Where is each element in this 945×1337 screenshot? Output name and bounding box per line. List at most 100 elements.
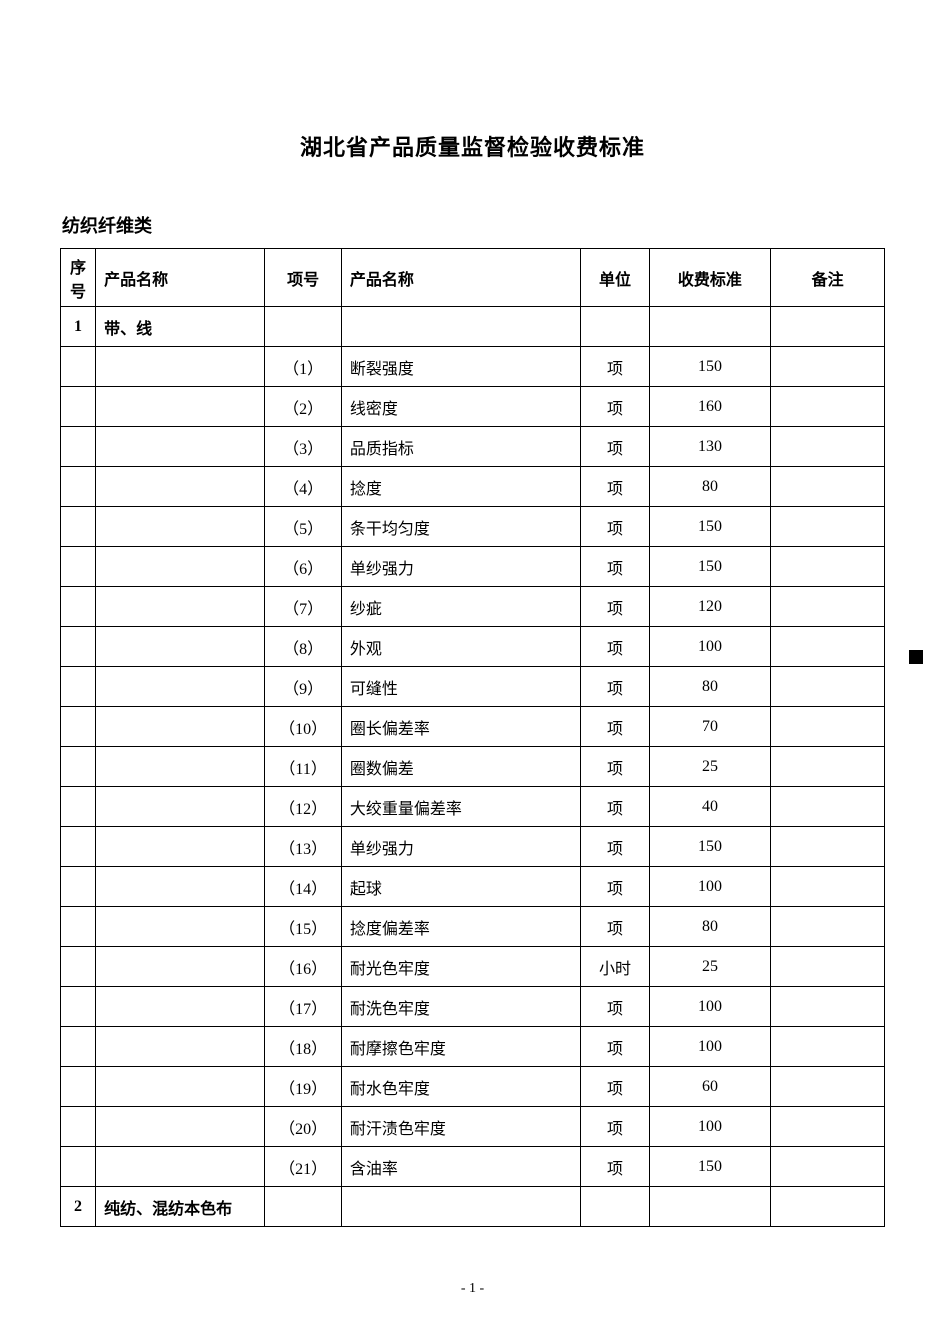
cell-name	[96, 987, 265, 1027]
cell-item: （5）	[265, 507, 341, 547]
cell-fee: 100	[649, 987, 771, 1027]
table-row: （18）耐摩擦色牢度项100	[61, 1027, 885, 1067]
cell-unit: 项	[581, 1027, 649, 1067]
cell-desc: 单纱强力	[341, 547, 581, 587]
cell-item: （16）	[265, 947, 341, 987]
cell-unit: 项	[581, 1067, 649, 1107]
table-row: （11）圈数偏差项25	[61, 747, 885, 787]
cell-desc: 可缝性	[341, 667, 581, 707]
cell-item: （9）	[265, 667, 341, 707]
table-row: 2纯纺、混纺本色布	[61, 1187, 885, 1227]
cell-fee	[649, 307, 771, 347]
cell-name	[96, 347, 265, 387]
cell-desc: 耐水色牢度	[341, 1067, 581, 1107]
cell-fee: 120	[649, 587, 771, 627]
header-item: 项号	[265, 249, 341, 307]
cell-unit: 项	[581, 667, 649, 707]
cell-fee: 25	[649, 747, 771, 787]
table-row: （21）含油率项150	[61, 1147, 885, 1187]
cell-name	[96, 1027, 265, 1067]
cell-seq	[61, 947, 96, 987]
cell-unit: 项	[581, 427, 649, 467]
cell-note	[771, 667, 885, 707]
table-body: 1带、线（1）断裂强度项150（2）线密度项160（3）品质指标项130（4）捻…	[61, 307, 885, 1227]
cell-fee: 80	[649, 907, 771, 947]
cell-desc: 线密度	[341, 387, 581, 427]
cell-item: （1）	[265, 347, 341, 387]
cell-item: （15）	[265, 907, 341, 947]
cell-note	[771, 547, 885, 587]
cell-item: （7）	[265, 587, 341, 627]
table-row: （8）外观项100	[61, 627, 885, 667]
cell-desc: 起球	[341, 867, 581, 907]
cell-fee: 150	[649, 507, 771, 547]
side-black-marker	[909, 650, 923, 664]
table-row: （19）耐水色牢度项60	[61, 1067, 885, 1107]
cell-fee: 25	[649, 947, 771, 987]
cell-note	[771, 387, 885, 427]
table-row: （13）单纱强力项150	[61, 827, 885, 867]
cell-item: （18）	[265, 1027, 341, 1067]
cell-note	[771, 1147, 885, 1187]
cell-seq	[61, 627, 96, 667]
cell-fee: 150	[649, 547, 771, 587]
cell-desc: 耐摩擦色牢度	[341, 1027, 581, 1067]
table-row: 1带、线	[61, 307, 885, 347]
cell-name	[96, 1107, 265, 1147]
cell-unit: 项	[581, 987, 649, 1027]
cell-name	[96, 707, 265, 747]
cell-name	[96, 1147, 265, 1187]
cell-note	[771, 787, 885, 827]
table-row: （2）线密度项160	[61, 387, 885, 427]
cell-seq	[61, 1067, 96, 1107]
cell-name	[96, 827, 265, 867]
cell-name: 纯纺、混纺本色布	[96, 1187, 265, 1227]
cell-unit: 项	[581, 627, 649, 667]
cell-seq	[61, 667, 96, 707]
cell-desc: 含油率	[341, 1147, 581, 1187]
cell-seq	[61, 387, 96, 427]
table-row: （7）纱疵项120	[61, 587, 885, 627]
cell-desc: 圈数偏差	[341, 747, 581, 787]
table-row: （10）圈长偏差率项70	[61, 707, 885, 747]
cell-desc: 捻度偏差率	[341, 907, 581, 947]
cell-desc: 单纱强力	[341, 827, 581, 867]
table-row: （16）耐光色牢度小时25	[61, 947, 885, 987]
cell-seq	[61, 747, 96, 787]
table-row: （1）断裂强度项150	[61, 347, 885, 387]
table-row: （20）耐汗渍色牢度项100	[61, 1107, 885, 1147]
table-row: （12）大绞重量偏差率项40	[61, 787, 885, 827]
cell-desc: 纱疵	[341, 587, 581, 627]
cell-seq	[61, 787, 96, 827]
header-unit: 单位	[581, 249, 649, 307]
cell-seq	[61, 587, 96, 627]
cell-desc	[341, 307, 581, 347]
cell-seq	[61, 427, 96, 467]
cell-unit: 项	[581, 1147, 649, 1187]
cell-item: （21）	[265, 1147, 341, 1187]
table-row: （14）起球项100	[61, 867, 885, 907]
cell-item: （10）	[265, 707, 341, 747]
cell-unit: 项	[581, 907, 649, 947]
cell-note	[771, 947, 885, 987]
cell-unit: 项	[581, 347, 649, 387]
table-row: （6）单纱强力项150	[61, 547, 885, 587]
cell-name	[96, 387, 265, 427]
cell-note	[771, 987, 885, 1027]
cell-unit	[581, 1187, 649, 1227]
cell-seq	[61, 1147, 96, 1187]
cell-note	[771, 467, 885, 507]
cell-fee: 100	[649, 1027, 771, 1067]
cell-item	[265, 1187, 341, 1227]
document-title: 湖北省产品质量监督检验收费标准	[60, 130, 885, 162]
cell-note	[771, 707, 885, 747]
header-fee: 收费标准	[649, 249, 771, 307]
table-row: （15）捻度偏差率项80	[61, 907, 885, 947]
cell-desc: 耐洗色牢度	[341, 987, 581, 1027]
cell-fee: 100	[649, 627, 771, 667]
cell-unit: 项	[581, 387, 649, 427]
cell-name	[96, 787, 265, 827]
cell-fee: 160	[649, 387, 771, 427]
cell-name	[96, 467, 265, 507]
cell-fee: 100	[649, 1107, 771, 1147]
